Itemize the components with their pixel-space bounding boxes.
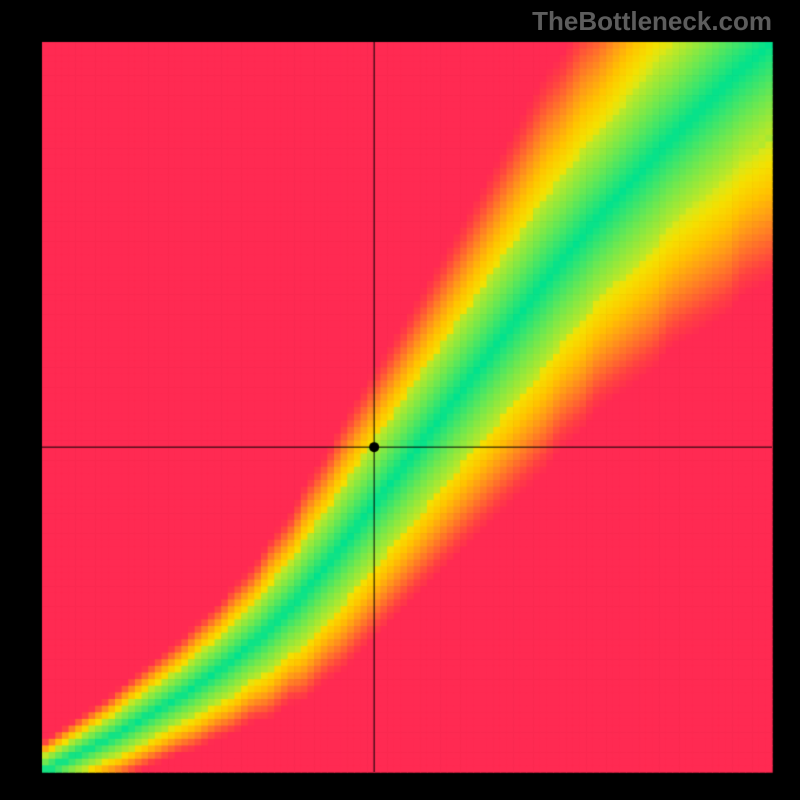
watermark-text: TheBottleneck.com [532,6,772,37]
bottleneck-heatmap [0,0,800,800]
